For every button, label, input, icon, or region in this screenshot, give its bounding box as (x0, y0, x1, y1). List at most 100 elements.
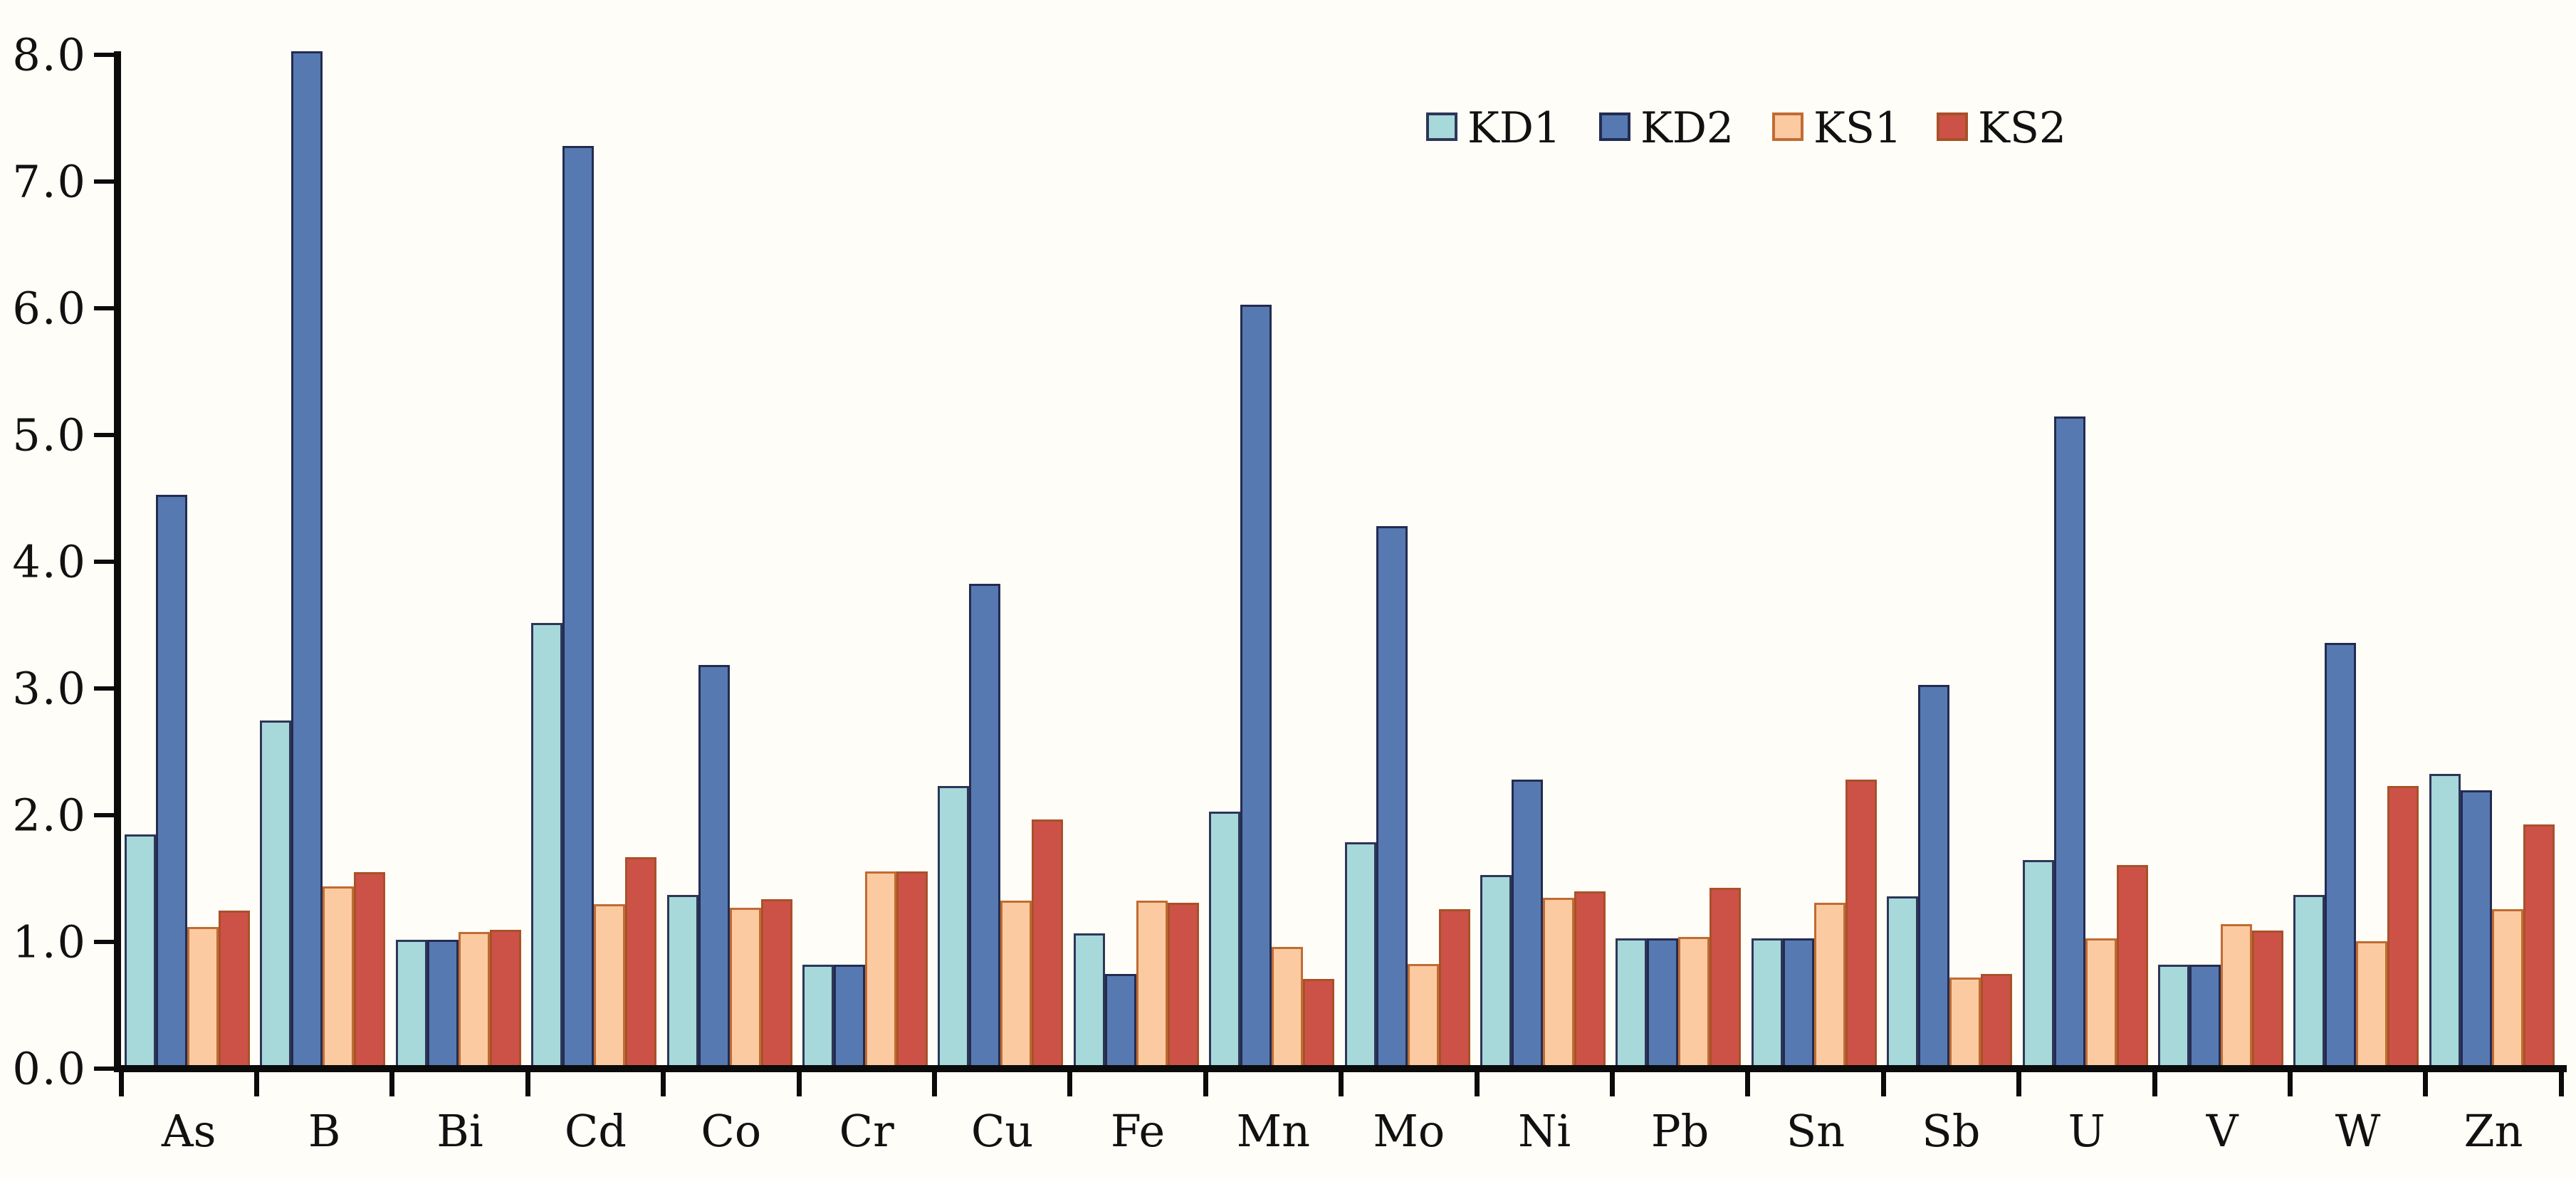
bar-KD2-Fe (1105, 974, 1136, 1065)
bar-KD1-Mo (1345, 842, 1376, 1065)
bar-KS1-Zn (2492, 909, 2523, 1065)
bar-KD2-W (2325, 643, 2356, 1065)
y-tick (94, 940, 114, 944)
bar-KD1-As (125, 834, 156, 1065)
x-category-label: U (2068, 1105, 2105, 1157)
x-category-label: Pb (1650, 1105, 1710, 1157)
y-tick-label: 2.0 (12, 789, 87, 842)
x-tick (389, 1072, 395, 1096)
bar-KS1-Fe (1136, 901, 1168, 1065)
x-category-label: Sn (1786, 1105, 1845, 1157)
bar-KD2-V (2189, 965, 2221, 1065)
bar-KS2-Mn (1303, 979, 1334, 1065)
bar-KD1-Mn (1209, 812, 1240, 1065)
y-tick (94, 560, 114, 564)
x-tick (1745, 1072, 1751, 1096)
bar-KD2-U (2054, 416, 2085, 1065)
x-tick (2016, 1072, 2022, 1096)
bar-KS1-U (2085, 938, 2117, 1065)
bar-KS1-Sb (1949, 978, 1981, 1065)
y-tick-label: 0.0 (12, 1042, 87, 1095)
bar-KS1-Mn (1272, 947, 1303, 1065)
x-category-label: Cr (839, 1105, 894, 1157)
legend-swatch-KD1 (1426, 112, 1457, 141)
bar-KS1-B (323, 886, 354, 1065)
y-tick-label: 4.0 (12, 535, 87, 588)
bar-KS2-Fe (1168, 903, 1199, 1065)
bar-KD1-U (2023, 860, 2054, 1065)
bar-KS1-Ni (1543, 898, 1574, 1065)
legend-label: KD1 (1467, 103, 1561, 153)
y-tick-label: 8.0 (12, 28, 87, 81)
x-tick (1474, 1072, 1480, 1096)
bar-KS1-Cu (1000, 901, 1032, 1065)
bar-KS1-Cd (594, 904, 625, 1065)
bar-KD2-B (291, 51, 323, 1065)
bar-KS2-Zn (2523, 824, 2555, 1065)
bar-KS1-Pb (1678, 937, 1710, 1065)
bar-KS2-U (2117, 865, 2148, 1065)
x-tick (525, 1072, 530, 1096)
x-tick (2558, 1072, 2564, 1096)
bar-KD2-Pb (1647, 938, 1678, 1065)
bar-KD1-W (2293, 895, 2325, 1065)
bar-KS1-Cr (865, 871, 896, 1065)
bar-KD2-Mn (1240, 305, 1272, 1065)
y-tick-label: 7.0 (12, 155, 87, 208)
y-tick-label: 5.0 (12, 409, 87, 461)
bar-KD1-B (260, 720, 291, 1065)
bar-KS1-Sn (1814, 903, 1845, 1065)
y-tick (94, 179, 114, 184)
x-tick (661, 1072, 666, 1096)
bar-KS2-W (2387, 786, 2419, 1065)
bar-KD2-Cu (969, 584, 1000, 1065)
bar-KD1-Pb (1616, 938, 1647, 1065)
bar-KD1-Co (667, 895, 698, 1065)
x-category-label: Bi (436, 1105, 483, 1157)
legend-label: KS2 (1978, 103, 2067, 153)
bar-KS2-As (219, 911, 250, 1065)
x-tick (2287, 1072, 2293, 1096)
y-tick (94, 813, 114, 817)
bar-KS2-Sb (1981, 974, 2012, 1065)
bar-KD1-Cd (531, 623, 562, 1065)
bar-KD2-Sb (1918, 685, 1949, 1065)
bar-KD2-Bi (427, 940, 459, 1065)
bar-KD2-Ni (1512, 780, 1543, 1065)
x-tick (796, 1072, 802, 1096)
bar-KS1-Co (730, 908, 761, 1065)
bar-KS2-Co (761, 899, 792, 1065)
x-category-label: Zn (2464, 1105, 2523, 1157)
bar-KD2-Zn (2461, 790, 2492, 1065)
y-tick (94, 686, 114, 691)
x-category-label: Sb (1922, 1105, 1981, 1157)
bar-KD1-Sn (1752, 938, 1783, 1065)
x-category-label: Cd (564, 1105, 627, 1157)
x-tick (931, 1072, 937, 1096)
x-tick (1609, 1072, 1615, 1096)
bar-KD2-Cr (834, 965, 865, 1065)
bar-KD1-Bi (396, 940, 427, 1065)
y-tick (94, 306, 114, 310)
x-category-label: Mo (1373, 1105, 1445, 1157)
bar-KS1-V (2221, 924, 2252, 1065)
bar-KS1-As (187, 927, 219, 1065)
bar-KS2-Ni (1574, 891, 1606, 1065)
bar-KD1-Ni (1480, 875, 1512, 1065)
x-tick (1203, 1072, 1208, 1096)
bar-KD2-As (156, 495, 187, 1065)
x-category-label: B (308, 1105, 341, 1157)
bar-KS1-W (2356, 941, 2387, 1065)
y-tick-label: 6.0 (12, 282, 87, 335)
x-category-label: Ni (1518, 1105, 1571, 1157)
bar-KD2-Cd (562, 146, 594, 1065)
bar-KS2-Mo (1439, 909, 1470, 1065)
x-tick (1067, 1072, 1073, 1096)
bar-KD2-Sn (1783, 938, 1814, 1065)
bar-KS2-Cu (1032, 819, 1063, 1065)
x-category-label: Fe (1110, 1105, 1166, 1157)
bar-KS2-B (354, 872, 385, 1065)
x-category-label: Cu (970, 1105, 1034, 1157)
x-category-label: Mn (1236, 1105, 1311, 1157)
